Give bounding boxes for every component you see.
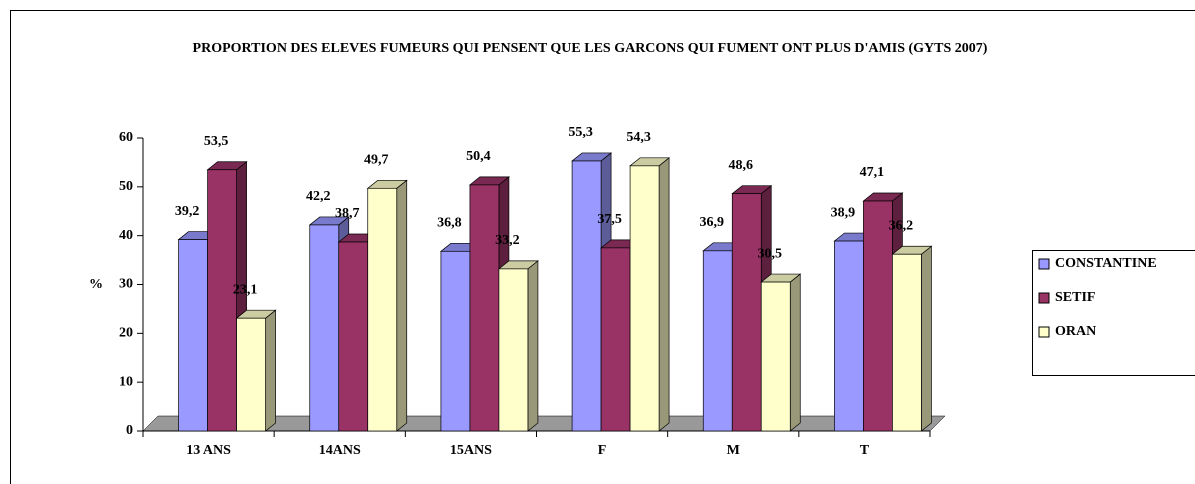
value-label: 36,9 xyxy=(700,215,725,230)
bar xyxy=(760,281,791,432)
value-label: 53,5 xyxy=(204,134,229,149)
bar xyxy=(498,268,529,432)
x-tick-label: T xyxy=(860,443,870,458)
bar-side xyxy=(265,309,276,432)
y-tick-label: 60 xyxy=(119,130,133,145)
value-label: 49,7 xyxy=(364,153,389,168)
bar xyxy=(309,224,340,432)
value-label: 42,2 xyxy=(306,189,331,204)
bar xyxy=(367,187,398,432)
bar xyxy=(571,160,602,432)
chart-title: PROPORTION DES ELEVES FUMEURS QUI PENSEN… xyxy=(192,41,988,56)
y-tick-label: 30 xyxy=(119,277,133,292)
value-label: 38,9 xyxy=(831,205,856,220)
bar-side xyxy=(921,245,932,432)
value-label: 47,1 xyxy=(860,165,885,180)
bar xyxy=(338,241,369,432)
x-tick-label: M xyxy=(727,443,740,458)
value-label: 33,2 xyxy=(495,233,520,248)
bar xyxy=(702,250,733,432)
value-label: 50,4 xyxy=(466,149,491,164)
legend-swatch xyxy=(1038,292,1050,304)
y-tick-label: 40 xyxy=(119,228,133,243)
x-tick-label: 14ANS xyxy=(319,443,361,458)
value-label: 23,1 xyxy=(233,282,258,297)
bar xyxy=(178,239,208,432)
value-label: 37,5 xyxy=(597,212,622,227)
legend-swatch xyxy=(1038,326,1050,338)
y-tick-label: 20 xyxy=(119,326,133,341)
bar xyxy=(731,193,762,432)
x-tick-label: 13 ANS xyxy=(186,443,231,458)
value-label: 36,8 xyxy=(437,216,462,231)
bar xyxy=(236,317,266,432)
bar xyxy=(600,247,631,432)
legend-swatch xyxy=(1038,258,1050,270)
bar xyxy=(207,169,237,432)
bar-side xyxy=(658,157,670,432)
bar-side xyxy=(789,273,801,432)
bar xyxy=(440,250,471,432)
bar-side xyxy=(527,260,539,432)
bar xyxy=(834,240,864,432)
value-label: 48,6 xyxy=(729,158,754,173)
legend-label: SETIF xyxy=(1055,290,1095,305)
legend-box xyxy=(1032,250,1195,376)
legend-label: ORAN xyxy=(1055,324,1096,339)
bar xyxy=(629,165,660,432)
bar xyxy=(469,184,500,432)
value-label: 38,7 xyxy=(335,206,360,221)
value-label: 36,2 xyxy=(889,218,914,233)
bar-side xyxy=(396,179,408,432)
bar xyxy=(863,200,893,432)
legend-label: CONSTANTINE xyxy=(1055,256,1157,271)
chart-border xyxy=(10,10,1195,484)
bar xyxy=(892,253,922,432)
value-label: 55,3 xyxy=(568,125,593,140)
value-label: 30,5 xyxy=(758,246,783,261)
value-label: 39,2 xyxy=(175,204,200,219)
y-tick-label: 0 xyxy=(126,423,133,438)
value-label: 54,3 xyxy=(626,130,651,145)
y-tick-label: 50 xyxy=(119,179,133,194)
y-tick-label: 10 xyxy=(119,374,133,389)
y-axis-label: % xyxy=(89,277,103,292)
x-tick-label: F xyxy=(598,443,607,458)
x-tick-label: 15ANS xyxy=(450,443,492,458)
